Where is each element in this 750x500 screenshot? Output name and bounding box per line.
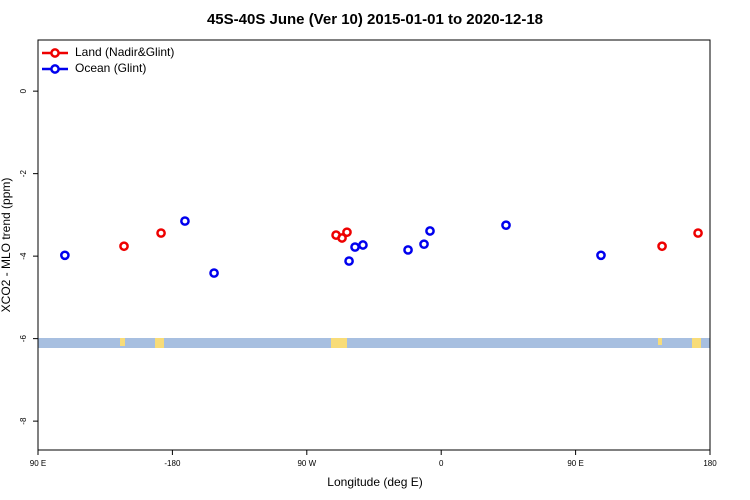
- point: [209, 268, 219, 278]
- point: [358, 240, 368, 250]
- land-mask: [331, 338, 347, 348]
- point: [693, 228, 703, 238]
- legend-label: Land (Nadir&Glint): [75, 45, 174, 59]
- point: [596, 250, 606, 261]
- plot-frame: [37, 39, 711, 451]
- y-tick-label: -4: [19, 252, 28, 260]
- point: [657, 241, 667, 252]
- x-tick-label: 90 E: [567, 459, 583, 468]
- x-tick-label: 90 E: [30, 459, 46, 468]
- point: [180, 216, 190, 226]
- y-axis-label: XCO2 - MLO trend (ppm): [0, 178, 13, 313]
- point: [425, 226, 435, 236]
- point: [119, 241, 129, 252]
- point: [344, 256, 354, 266]
- x-axis-label: Longitude (deg E): [327, 475, 422, 489]
- point: [156, 228, 166, 238]
- legend-marker: [50, 64, 60, 74]
- y-tick-label: 0: [19, 88, 28, 93]
- chart-title: 45S-40S June (Ver 10) 2015-01-01 to 2020…: [207, 11, 543, 28]
- y-tick-label: -8: [19, 417, 28, 425]
- x-tick-label: -180: [164, 459, 181, 468]
- point: [342, 227, 352, 238]
- land-mask: [155, 338, 164, 348]
- land-mask: [120, 338, 125, 346]
- point: [501, 220, 511, 231]
- point: [350, 242, 360, 252]
- y-tick-label: -2: [19, 170, 28, 178]
- legend-label: Ocean (Glint): [75, 61, 146, 75]
- ocean-mask: [38, 338, 710, 348]
- x-tick-label: 0: [439, 459, 444, 468]
- land-mask: [658, 338, 662, 345]
- point: [403, 245, 413, 255]
- y-tick-label: -6: [19, 335, 28, 343]
- x-tick-label: 180: [703, 459, 717, 468]
- point: [60, 250, 70, 261]
- land-mask: [692, 338, 701, 348]
- point: [419, 239, 429, 250]
- x-tick-label: 90 W: [297, 459, 316, 468]
- legend-marker: [50, 48, 60, 58]
- point: [337, 233, 347, 243]
